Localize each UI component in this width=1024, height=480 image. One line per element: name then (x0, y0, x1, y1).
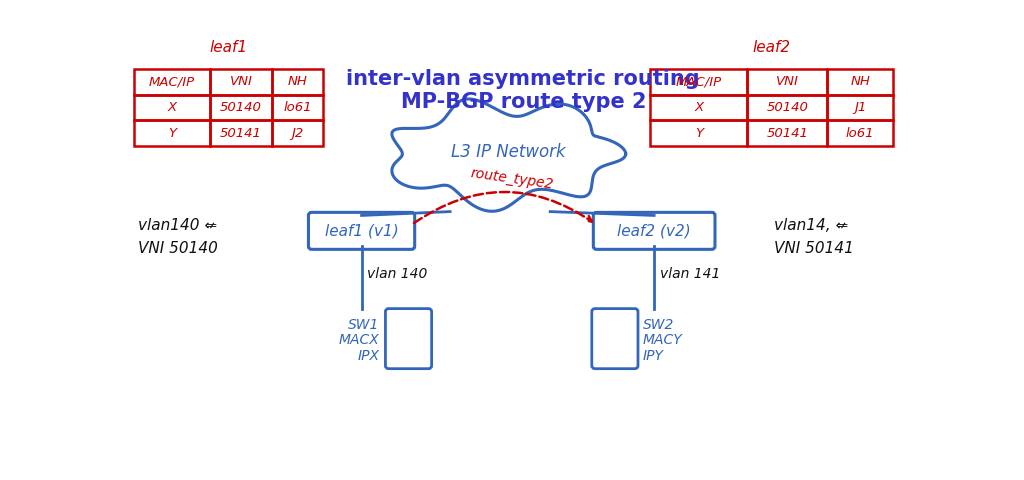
Text: inter-vlan asymmetric routing: inter-vlan asymmetric routing (346, 69, 700, 89)
Bar (272, 120, 323, 146)
Bar (210, 95, 272, 120)
Text: MAC/IP: MAC/IP (676, 75, 722, 88)
Text: MP-BGP route type 2: MP-BGP route type 2 (400, 92, 646, 112)
Text: MACY: MACY (643, 333, 682, 347)
Text: J2: J2 (292, 127, 304, 140)
Text: leaf1 (v1): leaf1 (v1) (325, 223, 398, 239)
Text: 50140: 50140 (220, 101, 262, 114)
Bar (134, 69, 210, 95)
Text: IPX: IPX (357, 348, 379, 362)
Text: vlan 141: vlan 141 (659, 267, 720, 281)
Text: leaf2 (v2): leaf2 (v2) (617, 223, 691, 239)
Bar (748, 69, 827, 95)
Text: J1: J1 (854, 101, 866, 114)
Text: Y: Y (168, 127, 176, 140)
Bar (210, 120, 272, 146)
Text: leaf1: leaf1 (210, 40, 248, 55)
Bar (134, 120, 210, 146)
Bar (272, 95, 323, 120)
Text: NH: NH (288, 75, 307, 88)
Bar (748, 120, 827, 146)
Bar (748, 95, 827, 120)
Bar (134, 95, 210, 120)
Text: leaf2: leaf2 (753, 40, 791, 55)
Text: MACX: MACX (339, 333, 379, 347)
Text: VNI: VNI (776, 75, 799, 88)
Text: route_type2: route_type2 (469, 166, 554, 191)
Bar (827, 120, 893, 146)
Text: lo61: lo61 (284, 101, 312, 114)
Text: NH: NH (850, 75, 870, 88)
Text: VNI 50141: VNI 50141 (773, 241, 853, 256)
Text: 50140: 50140 (766, 101, 808, 114)
Text: X: X (168, 101, 177, 114)
Text: Y: Y (694, 127, 702, 140)
Text: 50141: 50141 (220, 127, 262, 140)
Bar (650, 120, 748, 146)
Text: vlan 140: vlan 140 (367, 267, 427, 281)
Bar (210, 69, 272, 95)
Text: X: X (694, 101, 703, 114)
Text: SW2: SW2 (643, 318, 674, 332)
Text: IPY: IPY (643, 348, 664, 362)
Text: 50141: 50141 (766, 127, 808, 140)
Bar (827, 95, 893, 120)
Text: vlan140 ⇍: vlan140 ⇍ (138, 218, 217, 233)
Text: lo61: lo61 (846, 127, 874, 140)
Bar (650, 69, 748, 95)
Bar (827, 69, 893, 95)
Text: SW1: SW1 (348, 318, 379, 332)
Bar (650, 95, 748, 120)
Text: VNI: VNI (229, 75, 253, 88)
Text: MAC/IP: MAC/IP (150, 75, 196, 88)
Text: vlan14, ⇍: vlan14, ⇍ (773, 218, 848, 233)
Text: L3 IP Network: L3 IP Network (451, 144, 565, 161)
Text: VNI 50140: VNI 50140 (138, 241, 218, 256)
Bar (272, 69, 323, 95)
